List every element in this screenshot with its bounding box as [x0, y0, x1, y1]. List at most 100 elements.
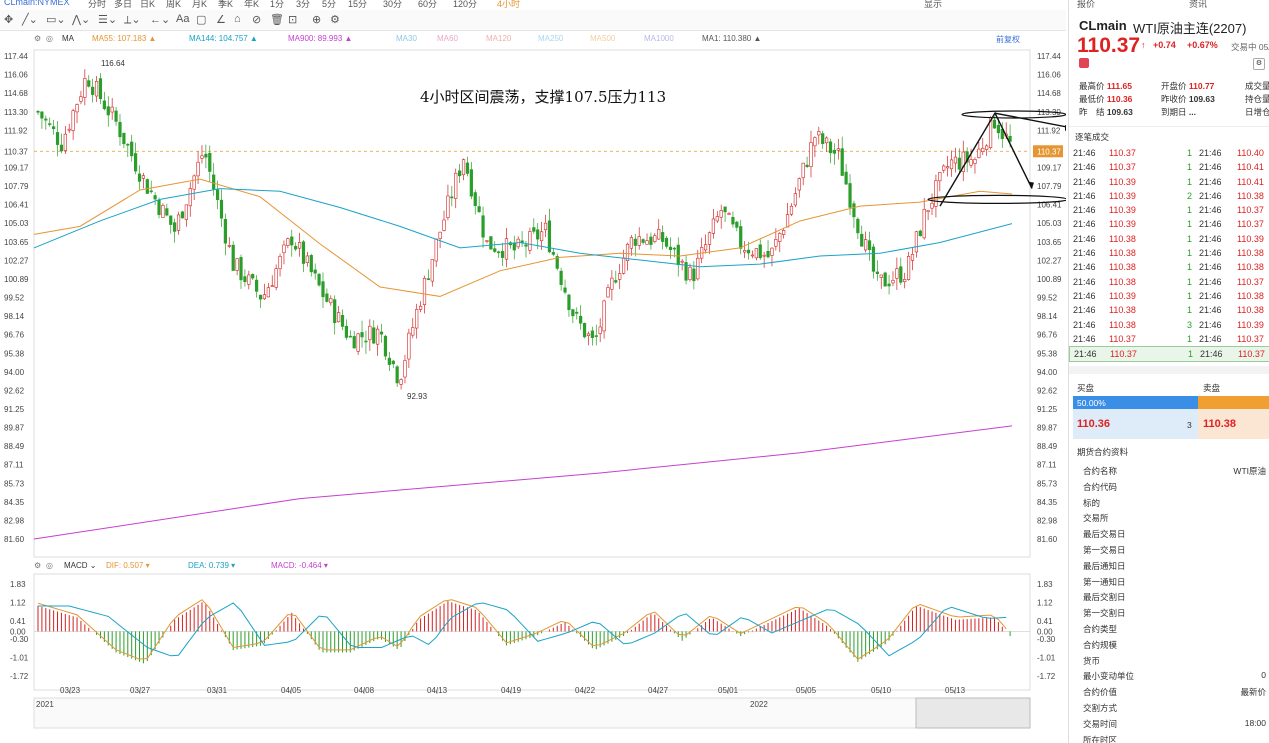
period-tab[interactable]: 30分: [383, 0, 403, 8]
candle-body: [606, 287, 610, 298]
shape-tool-icon[interactable]: ▭⌄: [46, 14, 66, 26]
candle-body: [864, 239, 868, 251]
price-tick-left: 87.11: [4, 461, 24, 470]
trade-row: 21:46 110.39 2 21:46 110.38: [1073, 190, 1264, 201]
arrowhead-icon: [1028, 181, 1034, 189]
ma-legend-item[interactable]: MA120: [486, 34, 512, 43]
candle-body: [676, 244, 680, 266]
hide-icon[interactable]: ⊘: [252, 14, 262, 26]
magnet-icon[interactable]: ⊡: [288, 14, 298, 26]
candle-body: [692, 268, 696, 282]
fib-tool-icon[interactable]: ☰⌄: [98, 14, 118, 26]
candle-body: [828, 141, 833, 154]
candle-body: [684, 262, 688, 281]
date-label: 03/27: [130, 686, 151, 695]
ma-legend-item[interactable]: MA900: 89.993 ▲: [288, 34, 353, 43]
period-tab[interactable]: 季K: [218, 0, 234, 8]
candle-body: [266, 287, 270, 298]
period-tab[interactable]: 5分: [322, 0, 337, 8]
ma-legend-item[interactable]: MA60: [437, 34, 458, 43]
trade-row: 21:46 110.39 1 21:46 110.38: [1073, 290, 1264, 301]
candle-body: [586, 333, 591, 336]
ma-legend-item[interactable]: MA250: [538, 34, 564, 43]
trend-tool-icon[interactable]: ⋀⌄: [72, 14, 91, 26]
candle-body: [227, 245, 231, 247]
candle-body: [258, 294, 263, 300]
tab-quote[interactable]: 报价: [1077, 0, 1096, 8]
period-tab[interactable]: 周K: [166, 0, 182, 8]
price-tick-right: 82.98: [1037, 516, 1058, 525]
trades-list[interactable]: 21:46 110.37 1 21:46 110.40 21:46 110.37 1 21:46…: [1069, 146, 1269, 363]
candle-body: [813, 137, 817, 147]
candle-body: [329, 298, 333, 304]
info-row: 第一交割日: [1083, 608, 1126, 619]
arrow-tool-icon[interactable]: ←⌄: [150, 14, 171, 26]
candle-body: [305, 255, 309, 263]
period-tab[interactable]: 60分: [418, 0, 438, 8]
candle-body: [383, 335, 388, 357]
period-tab[interactable]: 月K: [192, 0, 208, 8]
macd-tick-right: 1.12: [1037, 598, 1053, 607]
line-tool-icon[interactable]: ╱⌄: [22, 14, 38, 26]
period-tab[interactable]: 1分: [270, 0, 285, 8]
bid-box: [1073, 409, 1198, 439]
macd-tick-right: -1.01: [1037, 654, 1056, 663]
candle-body: [746, 249, 751, 254]
candle-body: [918, 230, 922, 237]
candle-body: [344, 325, 349, 338]
candle-body: [165, 208, 169, 216]
period-tab[interactable]: 4小时: [497, 0, 521, 8]
macd-tick-left: 1.12: [10, 598, 26, 607]
trade-row: 21:46 110.38 1 21:46 110.39: [1073, 233, 1264, 244]
ma-legend-item[interactable]: MA1000: [644, 34, 674, 43]
period-tab[interactable]: 3分: [296, 0, 311, 8]
period-tab[interactable]: 分时: [88, 0, 107, 8]
measure-tool-icon[interactable]: ⟂⌄: [124, 14, 141, 26]
candle-body: [762, 254, 766, 257]
price-tick-left: 114.68: [4, 89, 28, 98]
display-menu[interactable]: 显示: [924, 0, 943, 8]
ask-price: 110.38: [1203, 418, 1237, 430]
period-tab[interactable]: 年K: [244, 0, 260, 8]
candle-body: [282, 244, 286, 254]
candle-body: [251, 274, 255, 279]
candle-body: [71, 110, 75, 131]
zoom-icon[interactable]: ⊕: [312, 14, 322, 26]
trades-scrollbar[interactable]: [1069, 366, 1269, 374]
period-tab[interactable]: 120分: [453, 0, 478, 8]
info-row: 所在时区: [1083, 734, 1118, 743]
ma-legend-item[interactable]: MA500: [590, 34, 616, 43]
gear-icon[interactable]: ⚙: [34, 34, 42, 43]
ma-legend-item[interactable]: MA144: 104.757 ▲: [189, 34, 258, 43]
candle-body: [793, 193, 797, 206]
price-chart[interactable]: 117.44 117.44 116.06 116.06 114.68 114.68 113.…: [0, 30, 1066, 743]
buy-pct: 50.00%: [1077, 398, 1106, 408]
candle-body: [555, 256, 559, 269]
period-tab[interactable]: 15分: [348, 0, 368, 8]
restore-toggle[interactable]: 前复权: [996, 35, 1020, 44]
candle-body: [582, 323, 587, 338]
period-tab[interactable]: 多日: [114, 0, 133, 8]
delete-icon[interactable]: 🗑: [270, 14, 284, 26]
candle-body: [91, 86, 95, 95]
price-tick-right: 85.73: [1037, 479, 1058, 488]
candle-body: [317, 273, 321, 286]
ma-legend-item[interactable]: MA1: 110.380 ▲: [702, 34, 762, 43]
settings-icon[interactable]: ⚙: [1253, 58, 1265, 70]
text-tool-icon[interactable]: Aa: [176, 13, 190, 25]
favorite-icon[interactable]: [1079, 58, 1089, 68]
candle-body: [270, 285, 274, 287]
macd-tick-right: 0.00: [1037, 627, 1053, 636]
candle-body: [653, 235, 657, 242]
lock-icon[interactable]: ⌂: [234, 13, 241, 25]
ruler-icon[interactable]: ∠: [216, 14, 226, 26]
period-tab[interactable]: 日K: [140, 0, 156, 8]
ma-legend-item[interactable]: MA30: [396, 34, 417, 43]
ma-legend-item[interactable]: MA55: 107.183 ▲: [92, 34, 157, 43]
candle-body: [184, 204, 188, 220]
crosshair-icon[interactable]: ✥: [4, 14, 14, 26]
comment-icon[interactable]: ▢: [196, 14, 207, 26]
settings-icon[interactable]: ⚙: [330, 14, 340, 26]
tab-news[interactable]: 资讯: [1189, 0, 1208, 8]
eye-icon[interactable]: ◎: [46, 34, 53, 43]
